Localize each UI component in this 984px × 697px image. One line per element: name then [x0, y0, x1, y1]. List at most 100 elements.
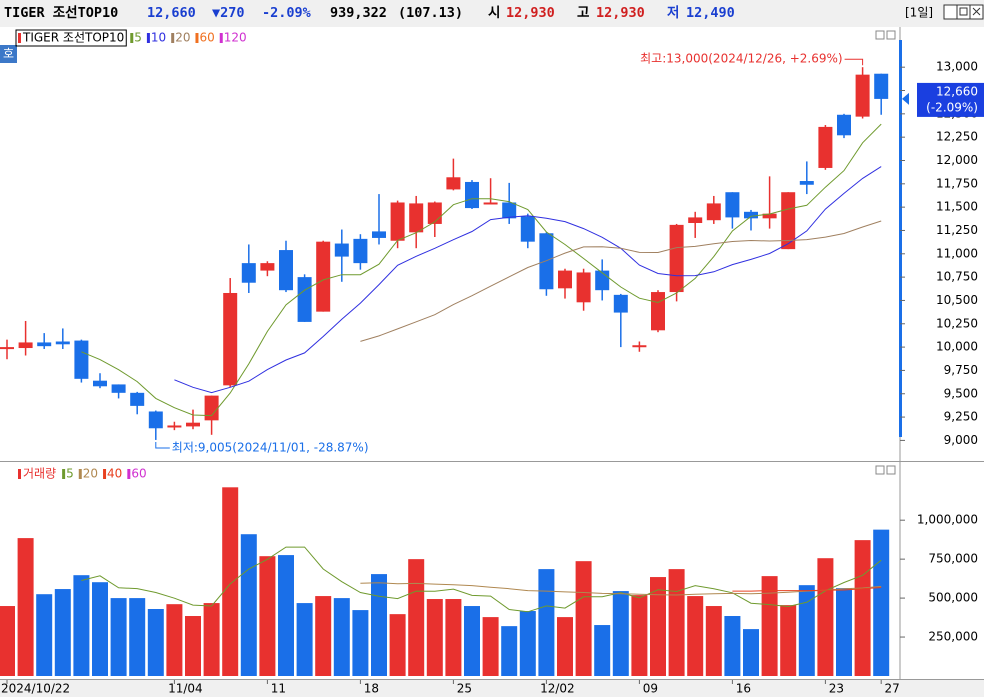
candle-body	[762, 213, 777, 219]
y-tick-label: 500,000	[928, 591, 978, 605]
minimize-button[interactable]	[943, 4, 958, 20]
candle-body	[37, 342, 52, 347]
legend-entry: 20	[83, 467, 98, 481]
legend-swatch	[130, 33, 134, 43]
candle-body	[688, 217, 703, 224]
candle-body	[167, 425, 182, 428]
legend-swatch	[18, 33, 21, 43]
volume-bar	[166, 604, 183, 676]
last-price: 12,660	[936, 84, 978, 98]
volume-bar	[631, 595, 648, 676]
volume-bar	[147, 609, 164, 676]
candle-body	[0, 347, 14, 350]
candle-body	[279, 250, 293, 291]
maximize-icon	[959, 7, 968, 16]
candle-body	[725, 192, 740, 218]
legend-swatch	[219, 33, 223, 43]
y-tick-label: 9,500	[944, 386, 978, 400]
legend-entry: 5	[134, 31, 142, 45]
y-tick-label: 12,250	[936, 130, 978, 144]
candle-body	[316, 241, 331, 312]
volume-bar	[705, 606, 722, 676]
volume-bar	[240, 534, 257, 676]
candle-body	[818, 126, 833, 168]
candle-body	[55, 341, 70, 345]
candle-body	[111, 384, 126, 393]
legend-entry: 40	[107, 467, 122, 481]
volume-bar	[836, 588, 852, 676]
y-tick-label: 250,000	[928, 630, 978, 644]
y-tick-label: 9,250	[944, 410, 978, 424]
legend-entry: 60	[199, 31, 214, 45]
price-legend: TIGER 조선TOP10 5 10 20 60 120	[15, 29, 247, 47]
high-annotation: 최고:13,000(2024/12/26, +2.69%)	[640, 52, 842, 66]
candle-body	[204, 395, 219, 421]
candle-body	[427, 202, 442, 224]
y-tick-label: 10,750	[936, 270, 978, 284]
high: 12,930	[596, 5, 645, 21]
volume-bar	[761, 576, 778, 676]
open-label: 시	[488, 5, 500, 21]
candle-body	[874, 73, 889, 99]
quote-button[interactable]	[0, 45, 17, 63]
volume-legend: 거래량 5 20 40 60	[18, 467, 147, 481]
volume-bar	[0, 606, 15, 676]
x-tick-label: 11/04	[168, 682, 203, 696]
moving-average	[360, 220, 882, 342]
panel-close[interactable]	[886, 465, 896, 475]
volume-bar	[798, 585, 815, 676]
y-tick-label: 12,000	[936, 153, 978, 167]
price: 12,660	[147, 5, 196, 21]
moving-average	[81, 546, 882, 613]
legend-swatch	[195, 33, 199, 43]
volume-bar	[519, 611, 536, 676]
volume-bar	[464, 606, 480, 676]
y-tick-label: 10,250	[936, 316, 978, 330]
candle-body	[148, 411, 163, 429]
volume-bar	[352, 610, 369, 676]
candle-body	[520, 216, 535, 242]
low-label: 저	[667, 5, 679, 21]
period-button[interactable]: [1일]	[905, 6, 933, 20]
moving-average	[81, 123, 882, 417]
candle-body	[632, 345, 647, 348]
price-panel	[0, 27, 984, 461]
legend-swatch	[127, 469, 131, 479]
high-pointer	[844, 58, 864, 66]
panel-close[interactable]	[886, 30, 896, 40]
x-tick-label: 11	[271, 682, 286, 696]
legend-title: TIGER 조선TOP10	[22, 31, 124, 45]
candle-body	[446, 177, 461, 190]
open: 12,930	[506, 5, 555, 21]
y-tick-label: 9,750	[944, 363, 978, 377]
panel-min[interactable]	[875, 465, 885, 475]
volume-bar	[371, 574, 387, 676]
candle-body	[260, 263, 275, 271]
legend-swatch	[18, 469, 21, 479]
x-tick-label: 2024/10/22	[1, 682, 70, 696]
stock-name: TIGER 조선TOP10	[4, 5, 118, 21]
volume-bar	[650, 577, 666, 676]
candle-body	[799, 181, 814, 185]
volume-bar	[333, 598, 350, 676]
y-tick-label: 10,000	[936, 340, 978, 354]
volume-bar	[724, 616, 741, 676]
change: ▼270	[212, 5, 245, 21]
low-pointer	[155, 441, 170, 449]
y-tick-label: 11,500	[936, 200, 978, 214]
maximize-button[interactable]	[956, 4, 971, 20]
candle-body	[18, 342, 33, 349]
volume-bar	[110, 598, 127, 676]
legend-entry: 5	[66, 467, 74, 481]
volume-bar	[129, 598, 146, 676]
last-change: (-2.09%)	[926, 100, 978, 114]
volume-bar	[612, 591, 629, 676]
range-indicator	[899, 40, 902, 437]
volume-bar	[743, 629, 759, 676]
close-icon	[972, 7, 981, 16]
y-tick-label: 11,250	[936, 223, 978, 237]
panel-min[interactable]	[875, 30, 885, 40]
volume-bar	[92, 582, 108, 676]
candle-body	[613, 294, 628, 313]
